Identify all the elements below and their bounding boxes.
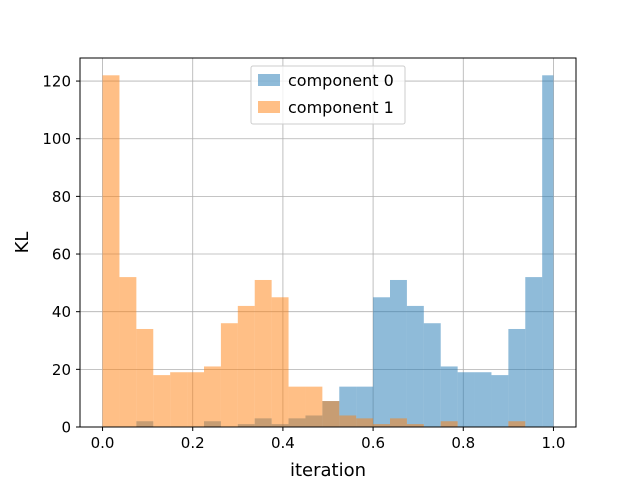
bar-component-1 [508,421,526,427]
bar-component-1 [220,323,238,427]
bar-component-1 [187,372,204,427]
bar-component-0 [423,323,441,427]
bar-component-0 [457,372,475,427]
bar-component-1 [356,418,374,427]
bar-component-0 [390,279,407,427]
x-tick-label: 0.0 [91,434,115,452]
bars-layer [102,75,554,427]
bar-component-1 [406,424,424,427]
legend: component 0 component 1 [250,65,406,125]
bar-component-1 [440,421,458,427]
bar-component-1 [237,305,255,427]
bar-component-1 [288,386,306,427]
y-tick-label: 60 [52,246,71,264]
bar-component-1 [339,415,357,427]
bar-component-0 [491,375,509,427]
y-tick-label: 20 [52,361,71,379]
x-tick-label: 0.6 [361,434,385,452]
x-tick-label: 0.2 [181,434,205,452]
bar-component-1 [305,386,323,427]
y-axis-label: KL [12,232,33,254]
legend-swatch-component-0 [258,74,280,86]
x-tick-label: 0.8 [451,434,475,452]
bar-component-1 [390,418,407,427]
y-tick-label: 40 [52,303,71,321]
bar-component-1 [153,375,171,427]
bar-component-1 [322,401,340,427]
bar-component-0 [474,372,492,427]
x-tick-label: 1.0 [542,434,566,452]
bar-component-0 [356,386,374,427]
y-tick-label: 120 [42,73,71,91]
y-tick-label: 100 [42,130,71,148]
ticks-layer: 0.0 0.2 0.4 0.6 0.8 1.0 0 20 40 60 80 100 120 [42,73,565,452]
legend-label-component-1: component 1 [288,98,394,117]
legend-swatch-component-1 [258,101,280,113]
bar-component-0 [373,297,390,427]
bar-component-0 [440,366,458,427]
bar-component-0 [525,277,543,427]
bar-component-1 [119,277,137,427]
bar-component-1 [373,424,390,427]
bar-component-1 [271,297,289,427]
legend-box [250,65,406,125]
bar-component-1 [136,328,154,427]
bar-component-1 [204,366,221,427]
bar-component-1 [254,279,272,427]
legend-label-component-0: component 0 [288,71,394,90]
bar-component-1 [102,75,120,427]
x-axis-label: iteration [290,460,366,480]
bar-component-0 [542,75,554,427]
bar-component-1 [170,372,188,427]
plot-frame [79,57,577,428]
bar-component-0 [508,328,526,427]
bar-component-0 [406,305,424,427]
y-tick-label: 0 [61,419,71,437]
x-tick-label: 0.4 [271,434,295,452]
y-tick-label: 80 [52,188,71,206]
